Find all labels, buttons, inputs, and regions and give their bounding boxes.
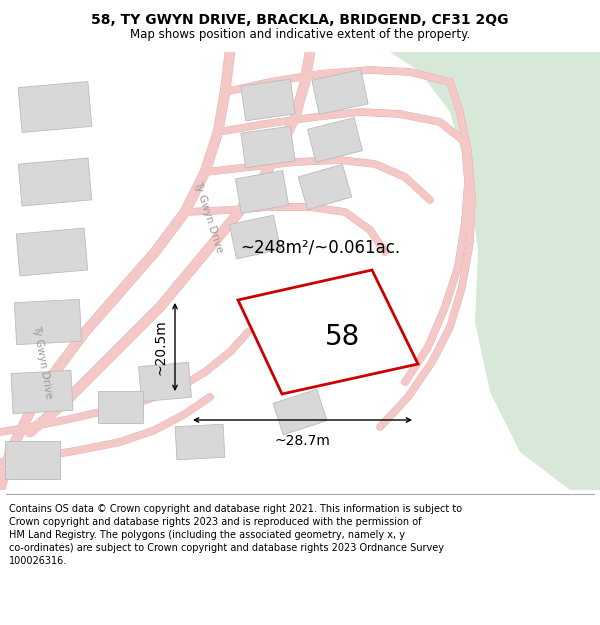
Polygon shape <box>308 118 362 162</box>
Polygon shape <box>298 164 352 209</box>
Polygon shape <box>19 158 92 206</box>
Polygon shape <box>139 362 191 402</box>
Polygon shape <box>312 69 368 114</box>
Polygon shape <box>18 81 92 132</box>
Polygon shape <box>238 270 418 394</box>
Polygon shape <box>241 126 295 168</box>
Polygon shape <box>229 215 281 259</box>
Text: ~248m²/~0.061ac.: ~248m²/~0.061ac. <box>240 239 400 257</box>
Text: Map shows position and indicative extent of the property.: Map shows position and indicative extent… <box>130 28 470 41</box>
Text: Contains OS data © Crown copyright and database right 2021. This information is : Contains OS data © Crown copyright and d… <box>9 504 462 566</box>
Polygon shape <box>175 424 225 460</box>
Text: Ty Gwyn Drive: Ty Gwyn Drive <box>192 180 224 254</box>
Text: 58, TY GWYN DRIVE, BRACKLA, BRIDGEND, CF31 2QG: 58, TY GWYN DRIVE, BRACKLA, BRIDGEND, CF… <box>91 13 509 27</box>
Polygon shape <box>241 79 295 121</box>
Polygon shape <box>14 299 82 344</box>
Polygon shape <box>5 441 59 479</box>
Polygon shape <box>16 228 88 276</box>
Text: ~20.5m: ~20.5m <box>153 319 167 375</box>
Polygon shape <box>97 391 143 423</box>
Text: ~28.7m: ~28.7m <box>275 434 331 448</box>
Polygon shape <box>235 171 289 213</box>
Polygon shape <box>390 52 600 490</box>
Text: Ty Gwyn Drive: Ty Gwyn Drive <box>31 324 53 399</box>
Text: 58: 58 <box>325 323 360 351</box>
Polygon shape <box>281 338 338 386</box>
Polygon shape <box>11 371 73 414</box>
Polygon shape <box>273 389 327 435</box>
